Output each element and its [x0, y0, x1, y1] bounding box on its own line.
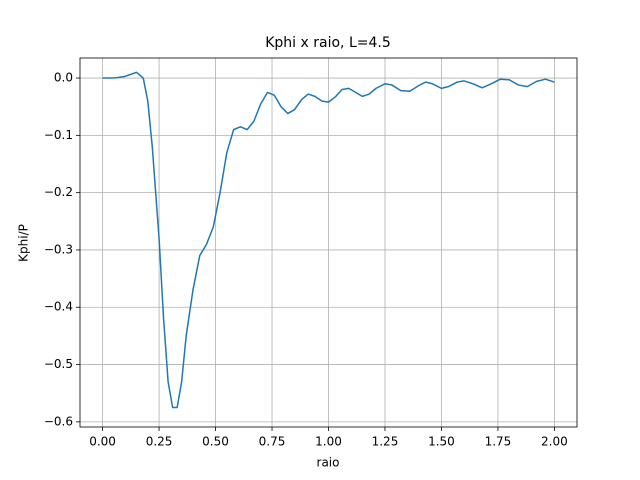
y-tick-label: −0.4	[44, 300, 73, 314]
y-axis-label: Kphi/P	[17, 224, 31, 262]
y-tick-label: −0.3	[44, 242, 73, 256]
x-tick-label: 0.50	[202, 435, 229, 449]
x-tick-label: 1.25	[372, 435, 399, 449]
x-tick-label: 1.00	[315, 435, 342, 449]
x-tick-label: 2.00	[541, 435, 568, 449]
chart-title: Kphi x raio, L=4.5	[265, 35, 391, 51]
y-tick-label: −0.6	[44, 414, 73, 428]
y-tick-label: 0.0	[54, 71, 73, 85]
plot-frame	[79, 57, 578, 428]
y-tick-label: −0.1	[44, 128, 73, 142]
y-tick-label: −0.2	[44, 185, 73, 199]
x-tick-label: 0.00	[89, 435, 116, 449]
x-axis-label: raio	[317, 456, 340, 470]
x-tick-label: 1.50	[428, 435, 455, 449]
x-tick-label: 0.25	[146, 435, 173, 449]
y-tick-label: −0.5	[44, 357, 73, 371]
x-tick-label: 1.75	[485, 435, 512, 449]
line-series	[102, 71, 555, 409]
x-tick-label: 0.75	[259, 435, 286, 449]
